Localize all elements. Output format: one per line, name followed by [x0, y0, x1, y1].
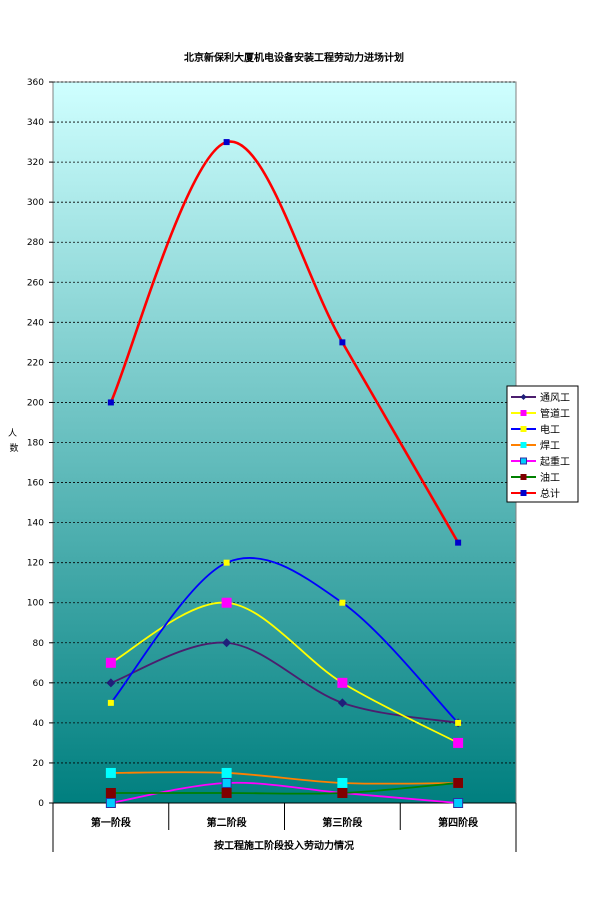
y-tick-label: 260: [27, 278, 44, 288]
y-tick-label: 160: [27, 479, 44, 489]
legend-label: 总计: [540, 487, 560, 500]
y-tick-label: 300: [27, 198, 44, 208]
category-label: 第二阶段: [207, 816, 247, 829]
data-point: [105, 657, 116, 668]
y-tick-label: 340: [27, 118, 44, 128]
legend-marker: [520, 442, 527, 448]
series-lines: [109, 140, 460, 804]
series-markers: [105, 139, 464, 808]
data-point: [107, 699, 114, 706]
y-tick-label: 20: [33, 759, 45, 769]
legend-label: 电工: [540, 423, 560, 436]
data-point: [223, 559, 230, 566]
data-point: [221, 597, 232, 608]
y-tick-label: 320: [27, 158, 44, 168]
y-tick-label: 100: [27, 599, 44, 609]
y-tick-label: 120: [27, 559, 44, 569]
y-axis-label: 人 数: [8, 428, 20, 454]
series-line: [110, 771, 459, 785]
data-point: [105, 767, 116, 778]
data-point: [223, 139, 230, 146]
data-point: [453, 737, 464, 748]
legend-marker: [520, 394, 527, 400]
y-tick-label: 360: [27, 78, 44, 88]
data-point: [221, 787, 232, 798]
legend-label: 起重工: [540, 455, 570, 468]
data-point: [337, 777, 348, 788]
data-point: [221, 777, 232, 788]
data-point: [337, 698, 347, 708]
y-axis-ticks: 0 20 40 60 80 100 120 140 160 180 200 220 240 260 280 3…: [27, 78, 53, 809]
data-point: [107, 399, 114, 406]
legend-marker: [520, 457, 527, 465]
y-tick-label: 220: [27, 358, 44, 368]
category-label: 第一阶段: [91, 816, 131, 829]
y-tick-label: 0: [38, 799, 44, 809]
legend-marker: [520, 426, 527, 432]
data-point: [105, 798, 116, 808]
data-point: [222, 638, 232, 648]
category-label: 第三阶段: [322, 816, 362, 829]
data-point: [337, 677, 348, 688]
y-tick-label: 200: [27, 398, 44, 408]
y-tick-label: 60: [33, 679, 45, 689]
data-point: [337, 787, 348, 798]
data-point: [106, 678, 116, 688]
data-point: [455, 719, 462, 726]
y-tick-label: 140: [27, 519, 44, 529]
data-point: [105, 787, 116, 798]
legend-label: 焊工: [540, 440, 560, 452]
data-point: [453, 777, 464, 788]
legend-marker: [520, 490, 527, 496]
series-line: [109, 140, 460, 544]
chart-title: 北京新保利大厦机电设备安装工程劳动力进场计划: [184, 51, 404, 64]
y-tick-label: 40: [33, 719, 45, 729]
data-point: [455, 539, 462, 546]
legend-marker: [520, 410, 527, 416]
data-point: [339, 339, 346, 346]
legend-marker: [520, 474, 527, 480]
gridlines: [53, 81, 516, 764]
series-line: [110, 782, 459, 795]
data-point: [453, 798, 464, 808]
series-line: [110, 557, 459, 724]
data-point: [221, 767, 232, 778]
x-axis-label: 按工程施工阶段投入劳动力情况: [214, 839, 354, 852]
category-axis: 第一阶段 第二阶段 第三阶段 第四阶段: [52, 802, 517, 852]
legend-label: 管道工: [540, 407, 570, 420]
y-tick-label: 280: [27, 238, 44, 248]
category-label: 第四阶段: [438, 816, 478, 829]
legend-label: 油工: [540, 471, 560, 484]
y-tick-label: 180: [27, 439, 44, 449]
y-tick-label: 80: [33, 639, 45, 649]
y-tick-label: 240: [27, 318, 44, 328]
legend-label: 通风工: [540, 392, 570, 404]
data-point: [339, 599, 346, 606]
